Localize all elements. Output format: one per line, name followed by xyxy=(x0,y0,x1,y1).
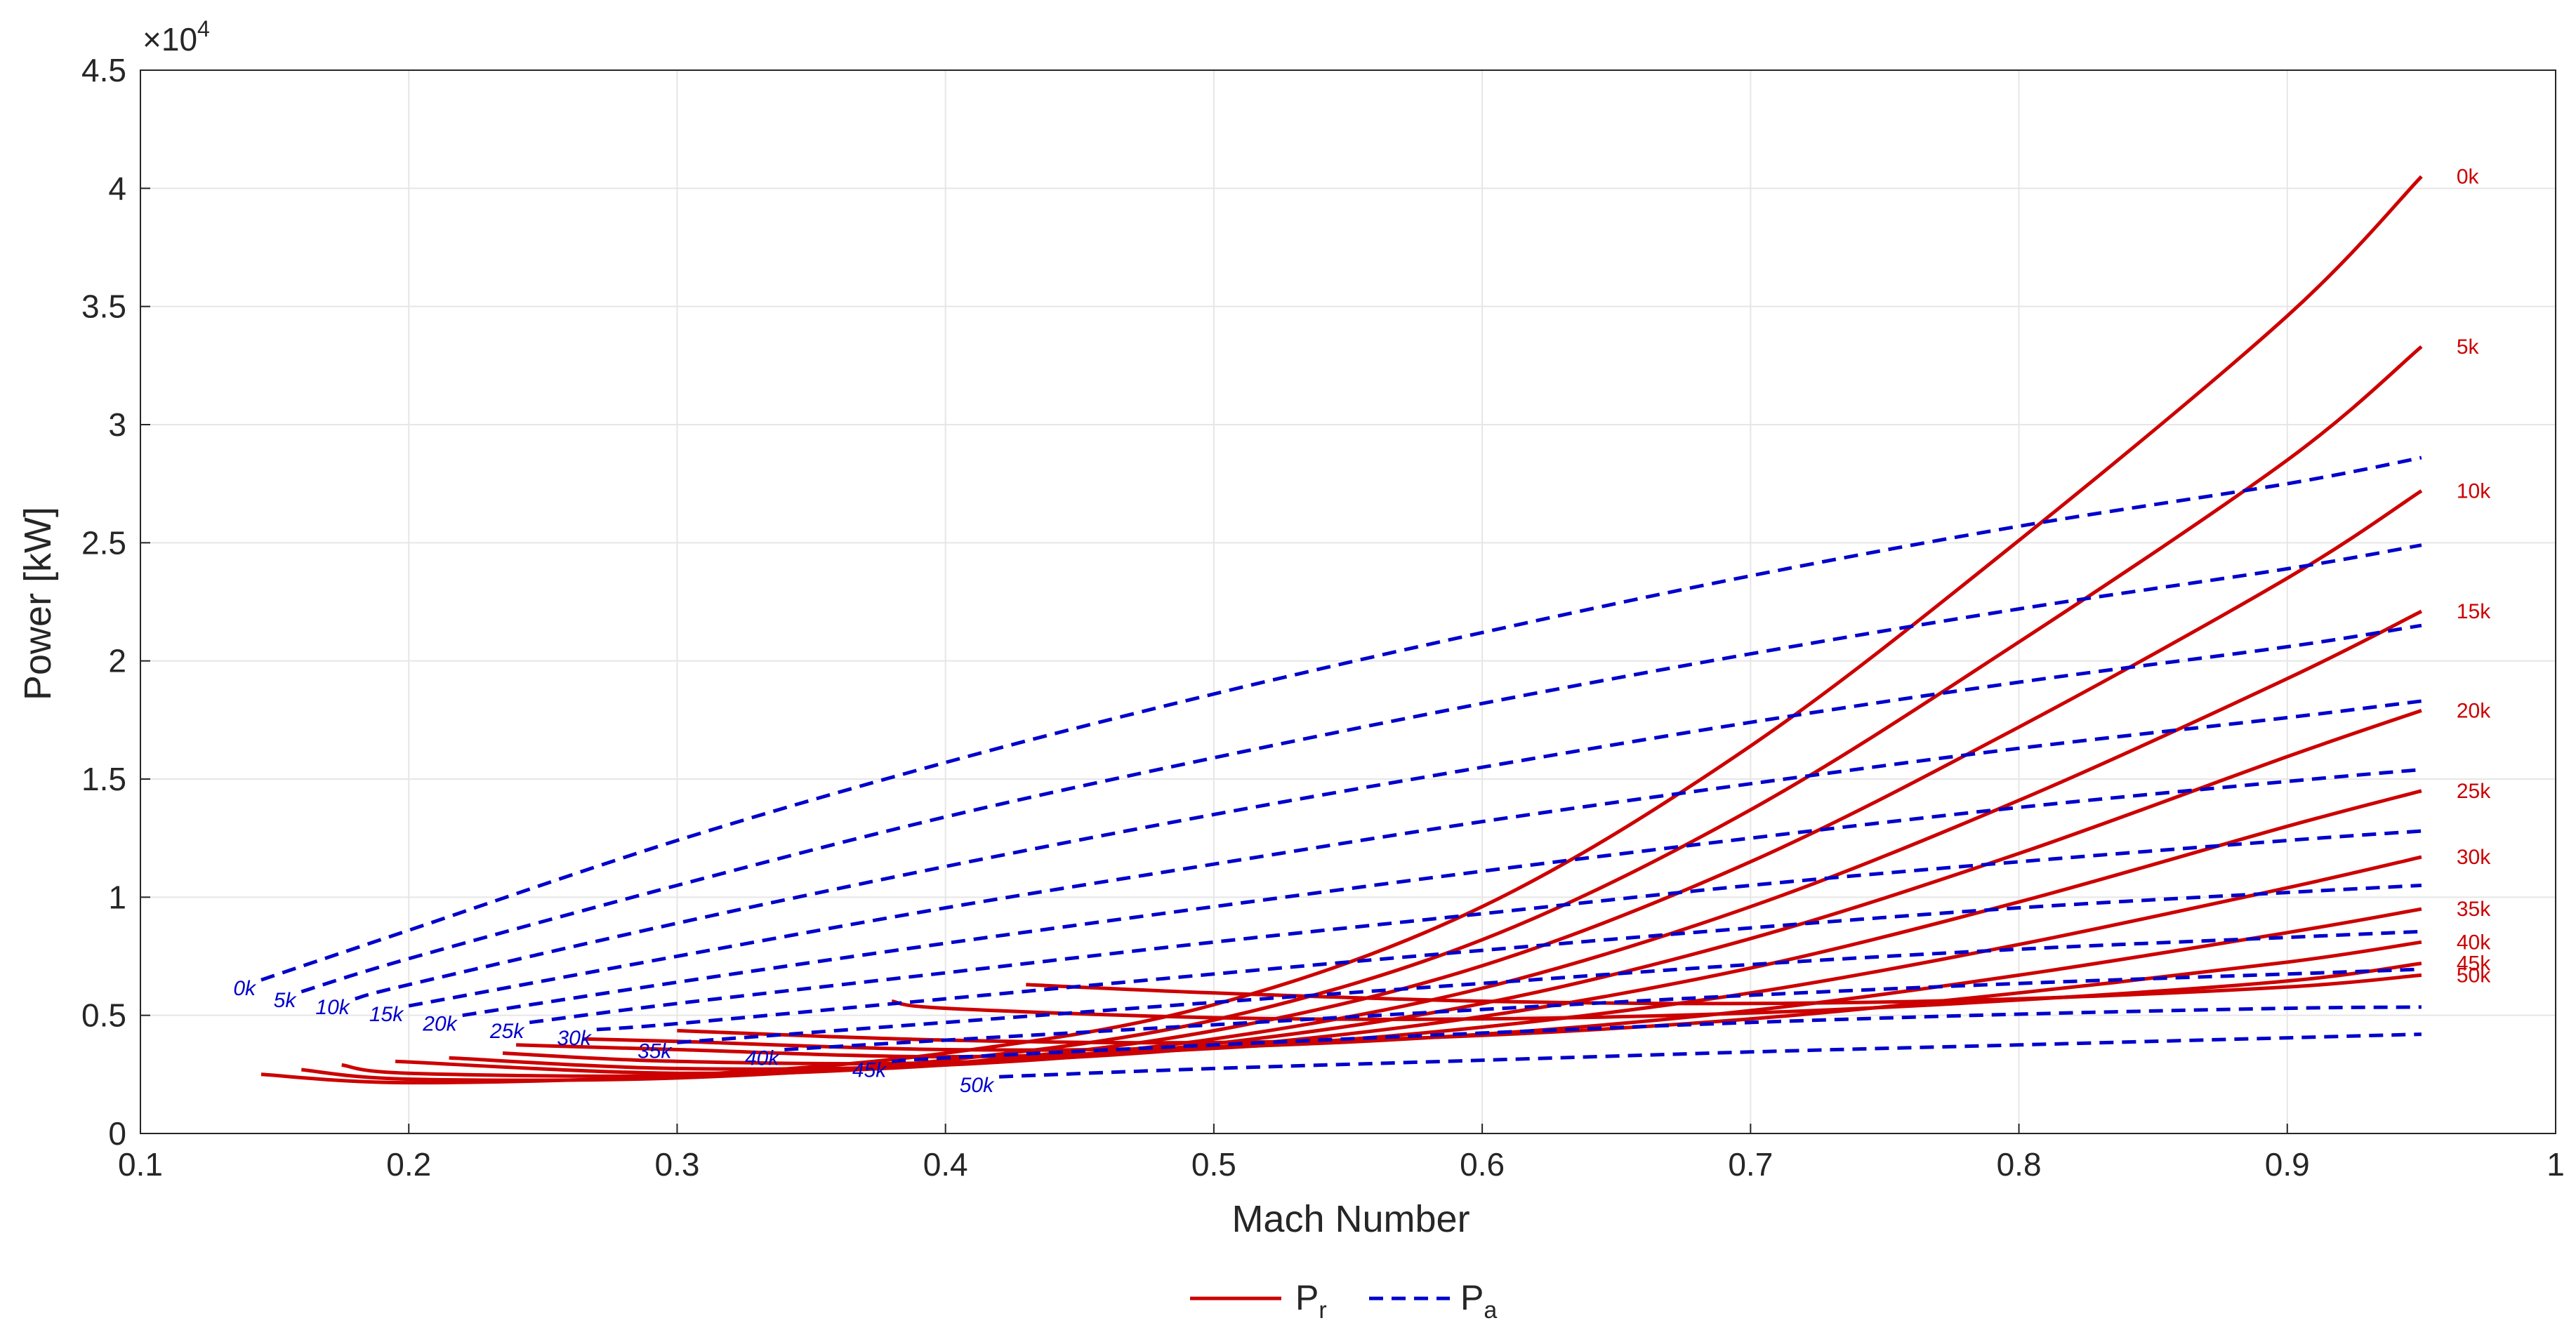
available-label-35k: 35k xyxy=(638,1039,673,1063)
x-tick-label: 0.9 xyxy=(2265,1146,2310,1183)
x-tick-label: 0.4 xyxy=(923,1146,968,1183)
available-power-line-40k xyxy=(784,967,2422,1051)
available-power-line-0k xyxy=(260,455,2422,982)
legend-available-label: Pa xyxy=(1460,1278,1497,1324)
y-tick-label: 0 xyxy=(108,1115,126,1152)
y-tick-label: 1 xyxy=(108,879,126,915)
x-tick-label: 0.2 xyxy=(386,1146,431,1183)
legend-required-symbol: P xyxy=(1295,1278,1319,1317)
legend-available-symbol: P xyxy=(1460,1278,1484,1317)
x-axis-ticks: 0.1 0.2 0.3 0.4 0.5 0.6 0.7 0.8 0.9 1 xyxy=(118,1124,2565,1183)
y-tick-label: 3 xyxy=(108,406,126,443)
y-axis-exponent: ×104 xyxy=(143,16,210,58)
available-label-50k: 50k xyxy=(960,1074,995,1097)
required-power-line-25k xyxy=(502,789,2422,1066)
legend-required-subscript: r xyxy=(1319,1297,1326,1324)
y-tick-label: 4 xyxy=(108,170,126,206)
required-label-35k: 35k xyxy=(2457,898,2491,921)
available-label-40k: 40k xyxy=(745,1046,780,1070)
required-label-40k: 40k xyxy=(2457,931,2491,954)
required-label-45k: 45k xyxy=(2457,952,2491,976)
required-power-line-45k xyxy=(891,962,2422,1021)
available-power-line-35k xyxy=(677,929,2422,1044)
x-tick-label: 0.3 xyxy=(654,1146,699,1183)
required-power-curves xyxy=(260,175,2423,1085)
available-label-5k: 5k xyxy=(274,989,298,1012)
plot-area-border xyxy=(140,69,2556,1134)
y-tick-label: 3.5 xyxy=(81,288,126,325)
y-tick-label: 4.5 xyxy=(81,52,126,88)
required-label-5k: 5k xyxy=(2457,335,2480,359)
x-tick-label: 0.7 xyxy=(1728,1146,1773,1183)
x-tick-label: 1 xyxy=(2547,1146,2565,1183)
available-label-30k: 30k xyxy=(557,1027,592,1050)
legend-available-subscript: a xyxy=(1484,1297,1497,1324)
available-label-10k: 10k xyxy=(315,996,350,1019)
y-axis-exponent-base: ×10 xyxy=(143,21,197,58)
available-label-45k: 45k xyxy=(852,1058,887,1082)
y-axis-exponent-power: 4 xyxy=(197,16,210,41)
required-label-50k: 50k xyxy=(2457,964,2491,987)
x-tick-label: 0.6 xyxy=(1460,1146,1505,1183)
required-power-line-15k xyxy=(395,609,2423,1075)
required-power-line-30k xyxy=(516,855,2422,1059)
y-tick-label: 0.5 xyxy=(81,997,126,1034)
available-label-20k: 20k xyxy=(422,1013,458,1036)
x-axis-title: Mach Number xyxy=(1231,1198,1469,1240)
required-power-line-50k xyxy=(1026,973,2422,1006)
x-tick-label: 0.5 xyxy=(1191,1146,1236,1183)
available-label-15k: 15k xyxy=(369,1003,404,1026)
available-power-line-45k xyxy=(892,1005,2422,1063)
y-tick-label: 1.5 xyxy=(81,761,126,797)
x-tick-label: 0.1 xyxy=(118,1146,163,1183)
required-label-20k: 20k xyxy=(2457,699,2491,722)
legend: Pr Pa xyxy=(1190,1278,1497,1324)
required-power-line-10k xyxy=(341,489,2423,1078)
legend-required-label: Pr xyxy=(1295,1278,1327,1324)
y-tick-label: 2.5 xyxy=(81,524,126,561)
available-curve-labels: 0k 5k 10k 15k 20k 25k 30k 35k 40k 45k 50k xyxy=(233,977,995,1097)
y-axis-title: Power [kW] xyxy=(17,507,59,700)
available-power-line-10k xyxy=(355,623,2422,1001)
required-label-15k: 15k xyxy=(2457,600,2491,623)
available-power-line-50k xyxy=(999,1032,2422,1079)
required-label-30k: 30k xyxy=(2457,846,2491,869)
available-power-line-15k xyxy=(408,699,2422,1008)
available-power-line-20k xyxy=(462,768,2422,1018)
required-power-line-5k xyxy=(301,345,2423,1082)
available-power-line-5k xyxy=(300,543,2422,994)
available-label-25k: 25k xyxy=(489,1020,525,1043)
required-label-25k: 25k xyxy=(2457,780,2491,803)
available-label-0k: 0k xyxy=(233,977,257,1000)
x-tick-label: 0.8 xyxy=(1997,1146,2042,1183)
y-axis-ticks: 0 0.5 1 1.5 2 2.5 3 3.5 4 4.5 xyxy=(81,52,150,1152)
required-power-line-20k xyxy=(449,709,2422,1071)
y-tick-label: 2 xyxy=(108,643,126,679)
required-label-10k: 10k xyxy=(2457,479,2491,503)
available-power-curves xyxy=(260,455,2422,1079)
required-label-0k: 0k xyxy=(2457,166,2480,189)
